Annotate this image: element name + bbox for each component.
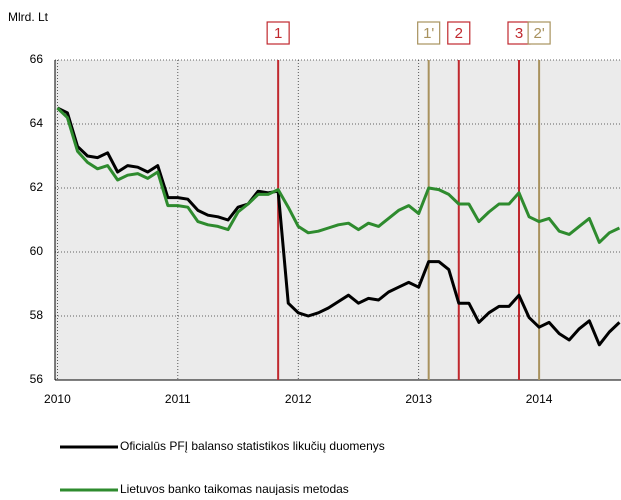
x-tick-label: 2012	[285, 392, 312, 406]
y-tick-label: 58	[30, 308, 44, 322]
event-box	[266, 21, 290, 45]
event-label: 1	[274, 25, 282, 42]
series-line	[56, 106, 621, 244]
event-label: 3	[515, 25, 523, 42]
legend-label: Lietuvos banko taikomas naujasis metodas	[120, 482, 349, 495]
y-tick-label: 64	[30, 116, 44, 130]
y-axis-label: Mlrd. Lt	[8, 10, 49, 24]
x-tick-label: 2010	[44, 392, 71, 406]
y-tick-label: 60	[30, 244, 44, 258]
x-tick-label: 2014	[526, 392, 553, 406]
y-tick-label: 56	[30, 372, 44, 386]
series-line	[56, 106, 621, 347]
event-box	[527, 21, 551, 45]
x-tick-label: 2013	[405, 392, 432, 406]
event-box	[417, 21, 441, 45]
y-tick-label: 66	[30, 52, 44, 66]
plot-area	[55, 60, 621, 380]
y-tick-label: 62	[30, 180, 44, 194]
event-box	[447, 21, 471, 45]
legend-label: Oficialūs PFĮ balanso statistikos likuči…	[120, 439, 385, 453]
x-tick-label: 2011	[165, 392, 191, 406]
event-label: 2	[455, 25, 463, 42]
event-label: 1'	[423, 25, 434, 42]
event-label: 2'	[534, 25, 545, 42]
